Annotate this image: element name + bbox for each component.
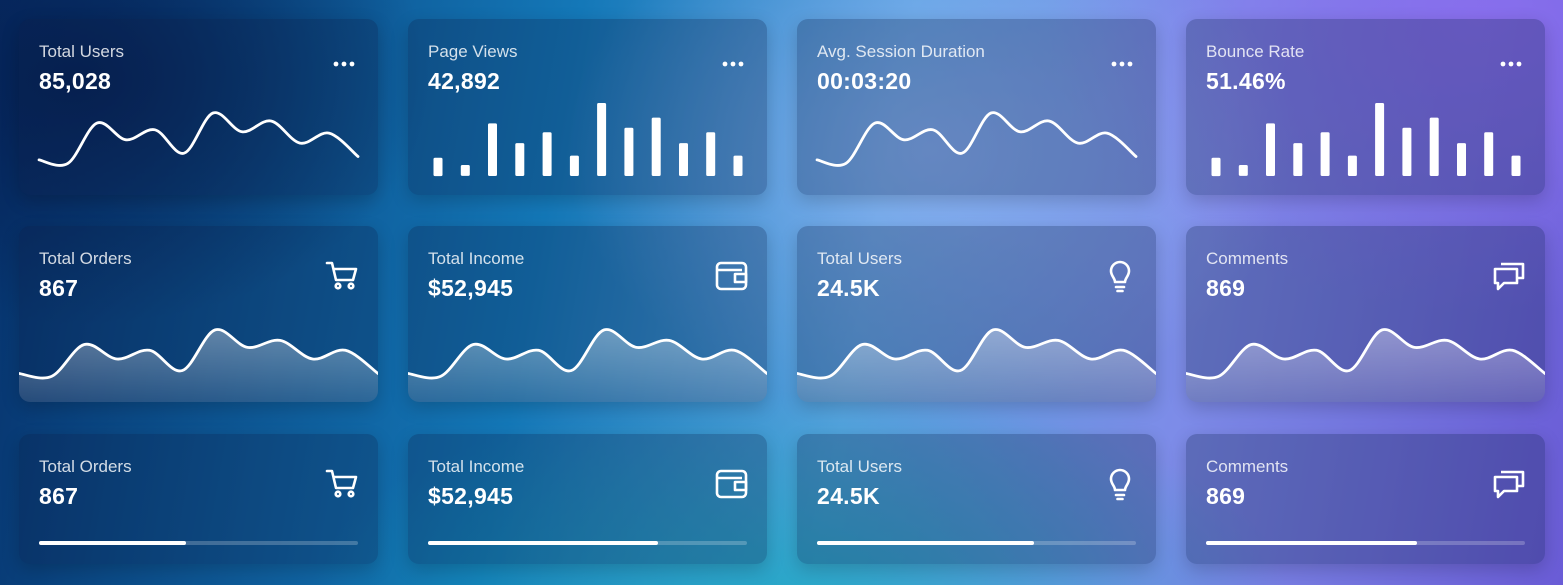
card-value: 24.5K — [817, 483, 880, 509]
card-title: Page Views — [428, 42, 518, 61]
lightbulb-icon — [1109, 468, 1131, 501]
wallet-icon — [715, 261, 748, 291]
progress-bar — [428, 541, 747, 545]
comments-icon — [1493, 470, 1525, 499]
sparkline-chart — [815, 111, 1138, 167]
card-value: 867 — [39, 275, 79, 301]
progress-fill — [817, 541, 1034, 545]
chart-series-line — [408, 328, 767, 380]
cart-icon — [325, 469, 358, 498]
chart-bar — [1238, 165, 1248, 176]
card-title: Comments — [1206, 249, 1289, 268]
card-value: $52,945 — [428, 275, 514, 301]
chart-series-line — [797, 328, 1156, 380]
lightbulb-icon — [1109, 260, 1131, 293]
card-value: 51.46% — [1206, 68, 1286, 94]
cart-icon — [325, 261, 358, 290]
progress-bar — [39, 541, 358, 545]
more-options-icon[interactable] — [721, 59, 745, 69]
chart-bar — [1484, 132, 1494, 176]
card-title: Avg. Session Duration — [817, 42, 985, 61]
chart-series-line — [37, 111, 360, 167]
card-title: Total Orders — [39, 457, 132, 476]
area-chart — [1186, 328, 1545, 402]
progress-card-total-orders: Total Orders 867 — [19, 434, 378, 564]
chart-bar — [1211, 157, 1221, 177]
stat-card-total-users: Total Users 85,028 — [19, 19, 378, 195]
card-title: Total Users — [817, 457, 903, 476]
progress-card-total-users: Total Users 24.5K — [797, 434, 1156, 564]
chart-series-line — [815, 111, 1138, 167]
card-value: 867 — [39, 483, 79, 509]
card-title: Bounce Rate — [1206, 42, 1305, 61]
chart-bar — [679, 143, 688, 176]
progress-card-comments: Comments 869 — [1186, 434, 1545, 564]
chart-series-line — [1186, 328, 1545, 380]
chart-area-fill — [1186, 329, 1545, 402]
stat-card-comments: Comments 869 — [1186, 226, 1545, 402]
chart-area-fill — [408, 329, 767, 402]
progress-card-total-income: Total Income $52,945 — [408, 434, 767, 564]
area-chart — [797, 328, 1156, 402]
progress-bar — [817, 541, 1136, 545]
stat-card-bounce-rate: Bounce Rate 51.46% — [1186, 19, 1545, 195]
chart-bar — [733, 155, 743, 176]
chart-bar — [706, 132, 716, 176]
chart-area-fill — [19, 329, 378, 402]
chart-bar — [515, 143, 525, 176]
area-chart — [408, 328, 767, 402]
bar-chart — [1211, 103, 1521, 177]
more-options-icon[interactable] — [1499, 59, 1523, 69]
chart-bar — [460, 165, 470, 176]
card-value: 42,892 — [428, 68, 501, 94]
area-chart — [19, 328, 378, 402]
chart-bar — [1375, 103, 1385, 176]
chart-bar — [1347, 155, 1357, 176]
sparkline-chart — [37, 111, 360, 167]
chart-bar — [1429, 117, 1439, 176]
card-title: Total Users — [817, 249, 903, 268]
stat-card-total-orders: Total Orders 867 — [19, 226, 378, 402]
chart-bar — [488, 123, 497, 176]
stat-card-page-views: Page Views 42,892 — [408, 19, 767, 195]
chart-bar — [1511, 155, 1521, 176]
card-value: 869 — [1206, 483, 1246, 509]
card-title: Total Orders — [39, 249, 132, 268]
card-title: Total Income — [428, 249, 525, 268]
chart-bar — [1266, 123, 1275, 176]
chart-bar — [569, 155, 579, 176]
card-value: 85,028 — [39, 68, 112, 94]
chart-bar — [1457, 143, 1466, 176]
more-options-icon[interactable] — [1110, 59, 1134, 69]
card-value: $52,945 — [428, 483, 514, 509]
chart-bar — [433, 157, 443, 177]
card-value: 00:03:20 — [817, 68, 912, 94]
card-value: 869 — [1206, 275, 1246, 301]
chart-bar — [651, 117, 661, 176]
card-value: 24.5K — [817, 275, 880, 301]
card-title: Total Users — [39, 42, 125, 61]
chart-bar — [542, 132, 552, 176]
wallet-icon — [715, 469, 748, 499]
stat-card-total-income: Total Income $52,945 — [408, 226, 767, 402]
stat-card-avg-session-duration: Avg. Session Duration 00:03:20 — [797, 19, 1156, 195]
chart-bar — [1402, 127, 1412, 176]
chart-series-line — [19, 328, 378, 380]
progress-bar — [1206, 541, 1525, 545]
bar-chart — [433, 103, 743, 177]
chart-area-fill — [797, 329, 1156, 402]
chart-bar — [597, 103, 607, 176]
card-title: Total Income — [428, 457, 525, 476]
chart-bar — [1293, 143, 1303, 176]
chart-bar — [624, 127, 634, 176]
progress-fill — [428, 541, 658, 545]
card-title: Comments — [1206, 457, 1289, 476]
chart-bar — [1320, 132, 1330, 176]
more-options-icon[interactable] — [332, 59, 356, 69]
progress-fill — [39, 541, 186, 545]
comments-icon — [1493, 262, 1525, 291]
stat-card-total-users-2: Total Users 24.5K — [797, 226, 1156, 402]
progress-fill — [1206, 541, 1417, 545]
